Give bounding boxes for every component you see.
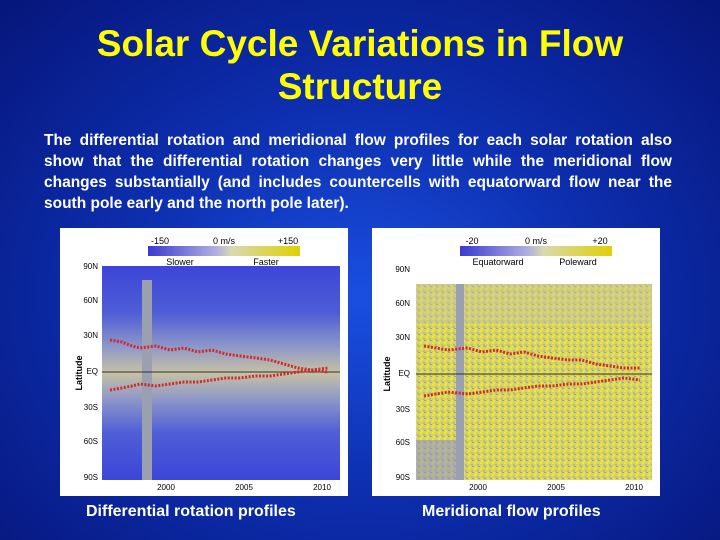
y-tick-label: 60S	[396, 438, 410, 447]
y-tick-label: 30S	[396, 405, 410, 414]
y-tick-label: 60N	[395, 299, 410, 308]
meridional-flow-plot: -20 0 m/s +20 Equatorward Poleward Latit…	[382, 236, 652, 492]
colorbar	[460, 246, 612, 256]
differential-rotation-caption: Differential rotation profiles	[86, 503, 296, 520]
y-tick-label: 90S	[84, 473, 98, 482]
y-tick-label: EQ	[86, 367, 98, 376]
y-tick-label: 90N	[83, 262, 98, 271]
x-tick-label: 2005	[547, 483, 565, 492]
title-line-1: Solar Cycle Variations in Flow	[96, 23, 624, 64]
colorbar-pos-label: Faster	[253, 257, 279, 267]
differential-rotation-figure: -150 0 m/s +150 Slower Faster Latitude 9…	[60, 228, 348, 496]
x-tick-label: 2010	[313, 483, 331, 492]
colorbar-mid-label: 0 m/s	[213, 236, 236, 246]
colorbar-min-label: -20	[465, 236, 478, 246]
y-axis-label: Latitude	[382, 357, 392, 392]
colorbar-max-label: +20	[592, 236, 607, 246]
colorbar-neg-label: Slower	[166, 257, 194, 267]
north-active-band	[109, 338, 329, 372]
x-tick-label: 2005	[235, 483, 253, 492]
data-gap-band	[142, 280, 152, 480]
slide-title: Solar Cycle Variations in Flow Structure	[0, 22, 720, 108]
colorbar-mid-label: 0 m/s	[525, 236, 548, 246]
south-active-band	[423, 376, 641, 398]
x-tick-label: 2010	[625, 483, 643, 492]
colorbar-pos-label: Poleward	[559, 257, 597, 267]
y-tick-label: 60N	[83, 296, 98, 305]
north-active-band	[423, 344, 640, 370]
y-tick-label: 30S	[84, 403, 98, 412]
meridional-flow-caption: Meridional flow profiles	[422, 503, 601, 520]
south-active-band	[109, 368, 329, 392]
x-tick-label: 2000	[469, 483, 487, 492]
meridional-flow-figure: -20 0 m/s +20 Equatorward Poleward Latit…	[372, 228, 660, 496]
colorbar-neg-label: Equatorward	[472, 257, 523, 267]
colorbar-min-label: -150	[151, 236, 169, 246]
data-gap-band	[456, 284, 464, 480]
north-polar-region	[416, 284, 652, 324]
colorbar	[148, 246, 300, 256]
title-line-2: Structure	[277, 66, 443, 107]
colorbar-max-label: +150	[278, 236, 298, 246]
differential-rotation-plot: -150 0 m/s +150 Slower Faster Latitude 9…	[74, 236, 340, 492]
x-tick-label: 2000	[157, 483, 175, 492]
y-axis-label: Latitude	[74, 356, 84, 391]
body-paragraph: The differential rotation and meridional…	[44, 132, 672, 212]
south-countercell	[416, 440, 456, 480]
y-tick-label: 60S	[84, 437, 98, 446]
map-area	[102, 266, 340, 480]
y-tick-label: 30N	[83, 331, 98, 340]
y-tick-label: 30N	[395, 333, 410, 342]
y-tick-label: 90S	[396, 473, 410, 482]
y-tick-label: EQ	[398, 369, 410, 378]
y-tick-label: 90N	[395, 265, 410, 274]
